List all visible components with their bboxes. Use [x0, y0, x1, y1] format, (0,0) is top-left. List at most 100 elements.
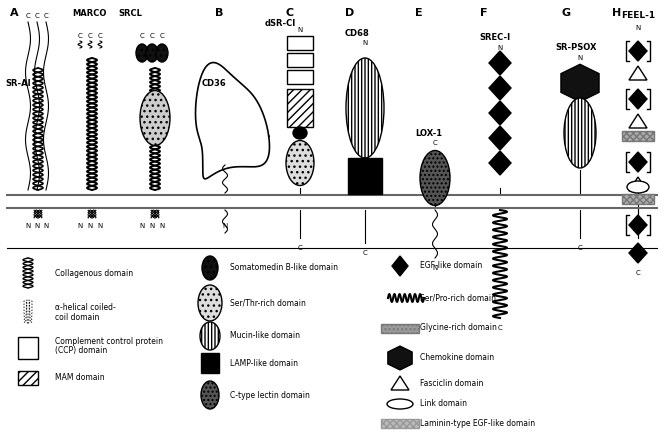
- Text: H: H: [612, 8, 622, 18]
- Text: N: N: [78, 223, 82, 229]
- Text: Glycine-rich domain: Glycine-rich domain: [420, 324, 497, 332]
- Text: Chemokine domain: Chemokine domain: [420, 353, 494, 363]
- Ellipse shape: [627, 181, 649, 193]
- Text: C: C: [635, 270, 640, 276]
- Text: C: C: [78, 33, 82, 39]
- Text: EGF-like domain: EGF-like domain: [420, 261, 482, 271]
- Text: N: N: [43, 223, 48, 229]
- Text: Mucin-like domain: Mucin-like domain: [230, 332, 300, 340]
- Text: SR-AI: SR-AI: [5, 78, 31, 88]
- Text: C-type lectin domain: C-type lectin domain: [230, 391, 310, 399]
- Bar: [287, 36, 313, 50]
- Bar: [381, 324, 419, 332]
- Text: coil domain: coil domain: [55, 314, 100, 322]
- Polygon shape: [489, 51, 511, 75]
- Bar: [348, 158, 382, 194]
- Text: F: F: [480, 8, 487, 18]
- Ellipse shape: [156, 44, 168, 62]
- Ellipse shape: [140, 91, 170, 145]
- Ellipse shape: [286, 141, 314, 186]
- Polygon shape: [629, 114, 647, 128]
- Text: N: N: [159, 223, 165, 229]
- Polygon shape: [629, 152, 647, 172]
- Ellipse shape: [202, 256, 218, 280]
- Text: SREC-I: SREC-I: [479, 33, 510, 42]
- Polygon shape: [629, 89, 647, 109]
- Polygon shape: [388, 346, 412, 370]
- Text: C: C: [35, 13, 39, 19]
- Text: C: C: [139, 33, 144, 39]
- Text: Collagenous domain: Collagenous domain: [55, 268, 133, 278]
- Text: SR-PSOX: SR-PSOX: [555, 43, 596, 53]
- Text: N: N: [35, 223, 40, 229]
- Bar: [18, 371, 38, 385]
- Ellipse shape: [136, 44, 148, 62]
- Polygon shape: [629, 41, 647, 61]
- Bar: [18, 337, 38, 359]
- Text: C: C: [159, 33, 165, 39]
- Text: LAMP-like domain: LAMP-like domain: [230, 358, 298, 367]
- Text: CD68: CD68: [345, 28, 370, 38]
- Polygon shape: [629, 177, 647, 191]
- Text: B: B: [215, 8, 223, 18]
- Bar: [622, 194, 654, 204]
- Text: N: N: [497, 45, 503, 51]
- Text: C: C: [44, 13, 48, 19]
- Polygon shape: [629, 66, 647, 80]
- Ellipse shape: [293, 127, 307, 139]
- Text: C: C: [88, 33, 92, 39]
- Ellipse shape: [201, 381, 219, 409]
- Text: C: C: [433, 140, 438, 146]
- Text: Fasciclin domain: Fasciclin domain: [420, 378, 483, 388]
- Bar: [381, 418, 419, 427]
- Polygon shape: [489, 151, 511, 175]
- Polygon shape: [392, 256, 408, 276]
- Text: C: C: [297, 245, 302, 251]
- Text: N: N: [222, 223, 228, 229]
- Text: CD36: CD36: [202, 78, 226, 88]
- Polygon shape: [489, 101, 511, 125]
- Polygon shape: [629, 243, 647, 263]
- Text: N: N: [149, 223, 155, 229]
- Text: SRCL: SRCL: [118, 8, 142, 18]
- Text: C: C: [578, 245, 582, 251]
- Text: N: N: [578, 55, 582, 61]
- Text: N: N: [88, 223, 92, 229]
- Text: N: N: [297, 27, 303, 33]
- Bar: [287, 70, 313, 84]
- Text: N: N: [25, 223, 31, 229]
- Ellipse shape: [387, 399, 413, 409]
- Text: MAM domain: MAM domain: [55, 374, 105, 382]
- Polygon shape: [489, 126, 511, 150]
- Ellipse shape: [200, 322, 220, 350]
- Ellipse shape: [420, 151, 450, 205]
- Text: N: N: [98, 223, 103, 229]
- Text: C: C: [285, 8, 293, 18]
- Text: α-helical coiled-: α-helical coiled-: [55, 304, 116, 312]
- Polygon shape: [391, 376, 409, 390]
- Text: Laminin-type EGF-like domain: Laminin-type EGF-like domain: [420, 418, 535, 427]
- Bar: [622, 131, 654, 141]
- Polygon shape: [489, 76, 511, 100]
- Text: N: N: [432, 265, 438, 271]
- Text: MARCO: MARCO: [72, 8, 106, 18]
- Bar: [201, 353, 219, 373]
- Text: Somatomedin B-like domain: Somatomedin B-like domain: [230, 264, 338, 272]
- Text: Ser/Pro-rich domain: Ser/Pro-rich domain: [420, 293, 496, 303]
- Text: C: C: [363, 250, 367, 256]
- Text: (CCP) domain: (CCP) domain: [55, 346, 108, 356]
- Text: E: E: [415, 8, 422, 18]
- Polygon shape: [629, 215, 647, 235]
- Ellipse shape: [564, 98, 596, 168]
- Text: G: G: [562, 8, 571, 18]
- Bar: [287, 89, 313, 127]
- Text: D: D: [345, 8, 355, 18]
- Text: N: N: [139, 223, 145, 229]
- Text: N: N: [635, 25, 641, 31]
- Text: LOX-1: LOX-1: [415, 128, 442, 138]
- Text: C: C: [497, 325, 503, 331]
- Text: Complement control protein: Complement control protein: [55, 336, 163, 346]
- Ellipse shape: [198, 285, 222, 321]
- Text: Link domain: Link domain: [420, 399, 467, 409]
- Polygon shape: [561, 64, 599, 102]
